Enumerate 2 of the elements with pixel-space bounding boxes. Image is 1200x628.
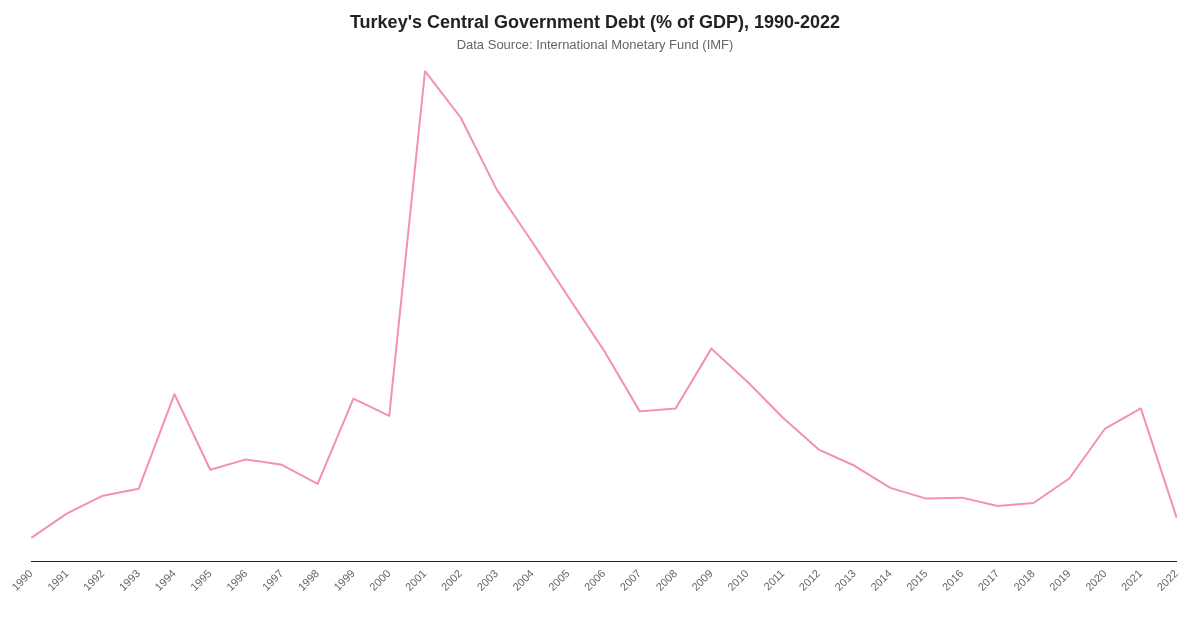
chart-subtitle: Data Source: International Monetary Fund (IMF) [456, 36, 734, 52]
chart-title: Turkey's Central Government Debt (% of GDP), 1990-2022 [349, 11, 841, 32]
